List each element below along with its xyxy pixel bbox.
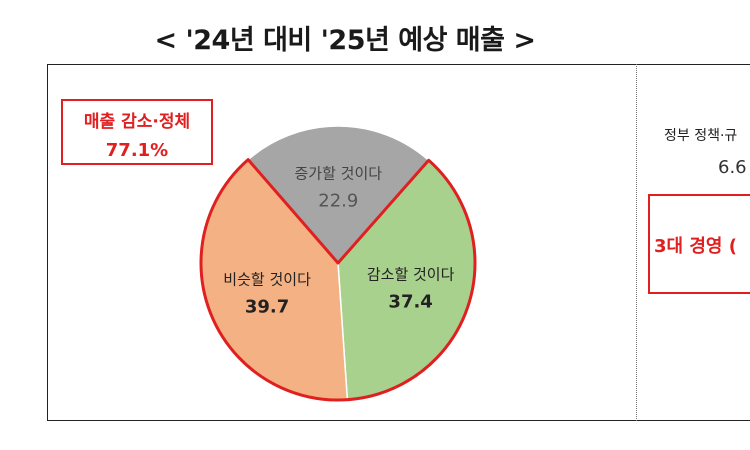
slice-value-1: 37.4 [388,292,432,313]
chart-frame [47,64,750,421]
panel-divider [636,64,637,421]
slice-label-1: 감소할 것이다 [367,266,455,284]
callout-value: 77.1% [105,140,169,161]
policy-value: 6.6 [718,157,747,178]
slice-label-2: 비슷할 것이다 [223,270,311,288]
decline-stagnation-callout: 매출 감소·정체 77.1% [61,99,213,165]
chart-title: < '24년 대비 '25년 예상 매출 > [154,25,536,56]
slice-label-0: 증가할 것이다 [295,164,383,182]
policy-label: 정부 정책·규 [664,128,738,144]
slice-value-0: 22.9 [318,190,358,211]
three-management-label: 3대 경영 ( [654,236,737,257]
three-management-box: 3대 경영 ( [648,194,750,294]
decline-stagnation-outline [199,158,477,402]
callout-label: 매출 감소·정체 [83,112,191,132]
pie-slice-0 [247,125,430,265]
slice-value-2: 39.7 [245,296,289,317]
